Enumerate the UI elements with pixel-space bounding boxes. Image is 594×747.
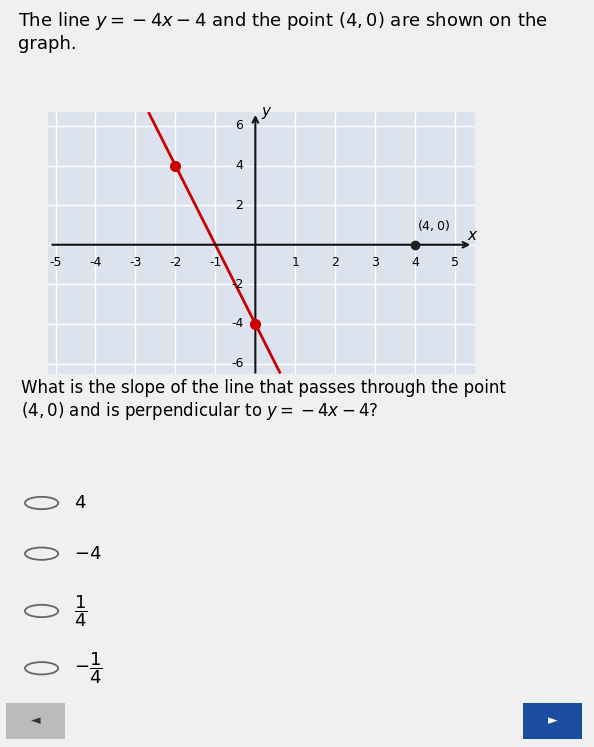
Text: 5: 5 [451,255,459,269]
Text: 3: 3 [371,255,379,269]
Text: -2: -2 [169,255,182,269]
Text: 2: 2 [235,199,244,211]
Text: 2: 2 [331,255,339,269]
FancyBboxPatch shape [523,702,582,740]
Text: $x$: $x$ [467,229,479,244]
Text: $y$: $y$ [261,105,272,121]
Text: $-4$: $-4$ [74,545,102,562]
Text: 4: 4 [411,255,419,269]
Text: -4: -4 [231,317,244,330]
Text: -2: -2 [231,278,244,291]
Text: -3: -3 [129,255,141,269]
Text: $\dfrac{1}{4}$: $\dfrac{1}{4}$ [74,593,88,629]
Text: $(4,0)$: $(4,0)$ [417,218,450,233]
FancyBboxPatch shape [6,702,65,740]
Text: ►: ► [548,714,557,728]
Text: -6: -6 [231,357,244,370]
Text: $4$: $4$ [74,494,87,512]
Text: ◄: ◄ [31,714,40,728]
Text: -4: -4 [89,255,102,269]
Text: -1: -1 [209,255,222,269]
Text: 6: 6 [235,120,244,132]
Text: -5: -5 [49,255,62,269]
Text: 4: 4 [235,159,244,172]
Text: The line $y=-4x-4$ and the point $(4,0)$ are shown on the
graph.: The line $y=-4x-4$ and the point $(4,0)$… [18,10,548,52]
Text: What is the slope of the line that passes through the point
$(4, 0)$ and is perp: What is the slope of the line that passe… [21,379,505,422]
Text: $-\dfrac{1}{4}$: $-\dfrac{1}{4}$ [74,651,103,686]
Text: 1: 1 [292,255,299,269]
